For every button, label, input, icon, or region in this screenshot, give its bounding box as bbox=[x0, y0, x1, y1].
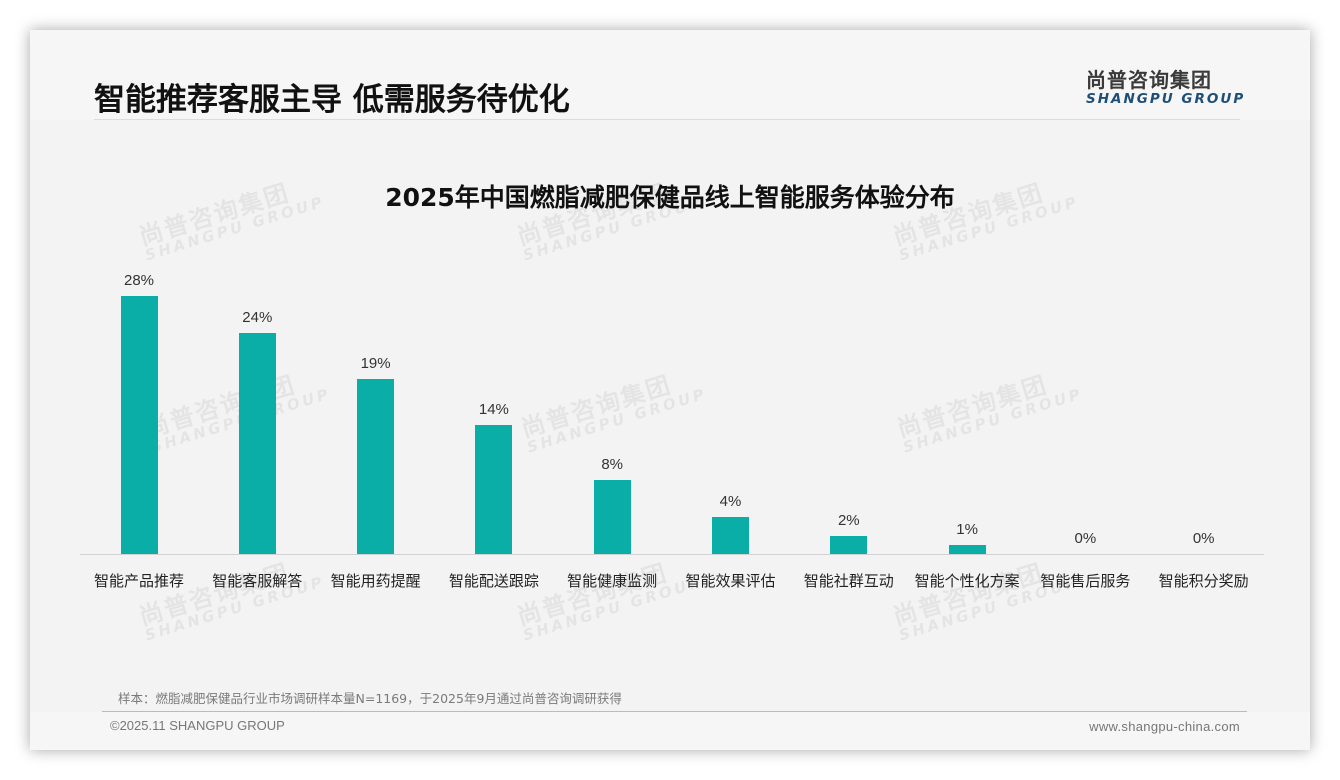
category-label: 智能个性化方案 bbox=[914, 572, 1020, 590]
category-label: 智能客服解答 bbox=[212, 572, 303, 590]
bar bbox=[357, 378, 395, 554]
company-logo: 尚普咨询集团 SHANGPU GROUP bbox=[1086, 64, 1246, 107]
category-label: 智能健康监测 bbox=[567, 572, 658, 590]
data-label: 19% bbox=[360, 354, 391, 372]
header-divider bbox=[94, 119, 1240, 120]
bar bbox=[238, 332, 276, 554]
x-axis-line bbox=[80, 554, 1264, 555]
page-title: 智能推荐客服主导 低需服务待优化 bbox=[94, 82, 570, 118]
watermark: 尚普咨询集团 SHANGPU GROUP bbox=[513, 558, 705, 645]
category-label: 智能产品推荐 bbox=[93, 572, 184, 590]
logo-english-text: SHANGPU GROUP bbox=[1086, 91, 1246, 107]
bar bbox=[120, 296, 158, 554]
header-band bbox=[30, 30, 1310, 120]
category-label: 智能社群互动 bbox=[803, 572, 894, 590]
bar bbox=[593, 480, 631, 554]
data-label: 0% bbox=[1074, 530, 1097, 547]
watermark: 尚普咨询集团 SHANGPU GROUP bbox=[893, 370, 1085, 457]
data-label: 24% bbox=[242, 308, 273, 326]
footer-band bbox=[30, 712, 1310, 750]
category-label: 智能配送跟踪 bbox=[448, 572, 539, 590]
footer-divider bbox=[102, 711, 1247, 712]
data-label: 1% bbox=[956, 520, 978, 538]
watermark: 尚普咨询集团 SHANGPU GROUP bbox=[517, 370, 709, 457]
data-label: 0% bbox=[1192, 530, 1215, 547]
sample-note: 样本：燃脂减肥保健品行业市场调研样本量N=1169，于2025年9月通过尚普咨询… bbox=[118, 691, 622, 706]
copyright-text: ©2025.11 SHANGPU GROUP bbox=[110, 718, 285, 733]
bar bbox=[948, 544, 986, 554]
bar bbox=[830, 535, 868, 554]
data-label: 4% bbox=[719, 493, 742, 511]
website-link[interactable]: www.shangpu-china.com bbox=[1089, 719, 1240, 734]
chart-title: 2025年中国燃脂减肥保健品线上智能服务体验分布 bbox=[385, 183, 955, 212]
data-label: 8% bbox=[601, 456, 624, 474]
data-label: 28% bbox=[123, 272, 155, 289]
logo-chinese-text: 尚普咨询集团 bbox=[1086, 68, 1212, 92]
category-label: 智能售后服务 bbox=[1040, 572, 1131, 590]
bar bbox=[712, 517, 749, 554]
category-label: 智能用药提醒 bbox=[330, 572, 421, 590]
watermark: 尚普咨询集团 SHANGPU GROUP bbox=[141, 370, 333, 457]
category-label: 智能积分奖励 bbox=[1158, 572, 1249, 590]
category-label: 智能效果评估 bbox=[685, 572, 776, 590]
watermark: 尚普咨询集团 SHANGPU GROUP bbox=[889, 558, 1081, 645]
slide: 智能推荐客服主导 低需服务待优化 尚普咨询集团 SHANGPU GROUP 尚普… bbox=[30, 30, 1310, 750]
data-label: 14% bbox=[478, 401, 509, 418]
bar bbox=[475, 425, 513, 554]
data-label: 2% bbox=[837, 511, 860, 529]
watermark: 尚普咨询集团 SHANGPU GROUP bbox=[135, 558, 327, 645]
